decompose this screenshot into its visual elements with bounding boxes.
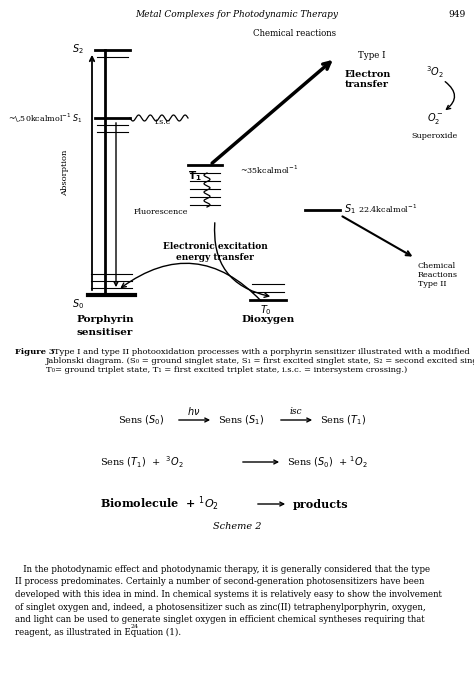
- Text: Sens $(S_0)$  + $^1O_2$: Sens $(S_0)$ + $^1O_2$: [287, 454, 368, 470]
- Text: $T_0$: $T_0$: [260, 303, 272, 317]
- Text: $S_0$: $S_0$: [72, 297, 84, 311]
- Text: developed with this idea in mind. In chemical systems it is relatively easy to s: developed with this idea in mind. In che…: [15, 590, 442, 599]
- Text: Dioxygen: Dioxygen: [241, 315, 295, 324]
- Text: Type I: Type I: [358, 50, 385, 59]
- Text: $S_2$: $S_2$: [72, 42, 84, 56]
- Text: Absorption: Absorption: [61, 149, 69, 195]
- Text: Type I and type II photooxidation processes with a porphyrin sensitizer illustra: Type I and type II photooxidation proces…: [46, 348, 474, 375]
- Text: $h\nu$: $h\nu$: [187, 405, 201, 417]
- Text: Electronic excitation
energy transfer: Electronic excitation energy transfer: [163, 242, 267, 262]
- Text: Sens $(T_1)$: Sens $(T_1)$: [320, 413, 366, 427]
- Text: Porphyrin: Porphyrin: [76, 315, 134, 324]
- Text: Figure 3: Figure 3: [15, 348, 55, 356]
- Text: ~\,50kcalmol$^{-1}$ $S_1$: ~\,50kcalmol$^{-1}$ $S_1$: [8, 111, 83, 125]
- Text: 24: 24: [131, 624, 139, 629]
- Text: ~35kcalmol$^{-1}$: ~35kcalmol$^{-1}$: [240, 164, 298, 176]
- Text: $\mathbf{T_1}$: $\mathbf{T_1}$: [188, 169, 202, 183]
- Text: II process predominates. Certainly a number of second-generation photosensitizer: II process predominates. Certainly a num…: [15, 577, 424, 586]
- Text: Sens $(T_1)$  +  $^3O_2$: Sens $(T_1)$ + $^3O_2$: [100, 454, 183, 470]
- Text: Biomolecule  + $^1O_2$: Biomolecule + $^1O_2$: [100, 495, 219, 513]
- Text: Metal Complexes for Photodynamic Therapy: Metal Complexes for Photodynamic Therapy: [136, 10, 338, 19]
- FancyArrowPatch shape: [445, 82, 455, 110]
- Text: products: products: [293, 498, 348, 509]
- Text: Scheme 2: Scheme 2: [213, 522, 261, 531]
- Text: sensitiser: sensitiser: [77, 328, 133, 337]
- Text: Electron
transfer: Electron transfer: [345, 70, 392, 89]
- Text: reagent, as illustrated in Equation (1).: reagent, as illustrated in Equation (1).: [15, 627, 181, 637]
- FancyArrowPatch shape: [215, 223, 269, 298]
- FancyArrowPatch shape: [121, 264, 261, 301]
- Text: Superoxide: Superoxide: [412, 132, 458, 140]
- Text: Chemical
Reactions
Type II: Chemical Reactions Type II: [418, 262, 458, 288]
- Text: Sens $(S_0)$: Sens $(S_0)$: [118, 413, 164, 427]
- Text: $^3O_2$: $^3O_2$: [426, 64, 444, 80]
- Text: isc: isc: [290, 407, 302, 415]
- Text: Sens $(S_1)$: Sens $(S_1)$: [218, 413, 264, 427]
- Text: $O_2^-$: $O_2^-$: [427, 110, 443, 125]
- Text: 949: 949: [449, 10, 466, 19]
- Text: $S_1$: $S_1$: [344, 202, 356, 216]
- Text: Fluorescence: Fluorescence: [134, 208, 189, 215]
- Text: In the photodynamic effect and photodynamic therapy, it is generally considered : In the photodynamic effect and photodyna…: [15, 565, 430, 574]
- Text: and light can be used to generate singlet oxygen in efficient chemical syntheses: and light can be used to generate single…: [15, 615, 425, 624]
- Text: Chemical reactions: Chemical reactions: [254, 29, 337, 39]
- Text: 22.4kcalmol$^{-1}$: 22.4kcalmol$^{-1}$: [358, 203, 417, 215]
- Text: of singlet oxygen and, indeed, a photosensitizer such as zinc(II) tetraphenylpor: of singlet oxygen and, indeed, a photose…: [15, 603, 426, 612]
- Text: i.s.c: i.s.c: [155, 118, 171, 126]
